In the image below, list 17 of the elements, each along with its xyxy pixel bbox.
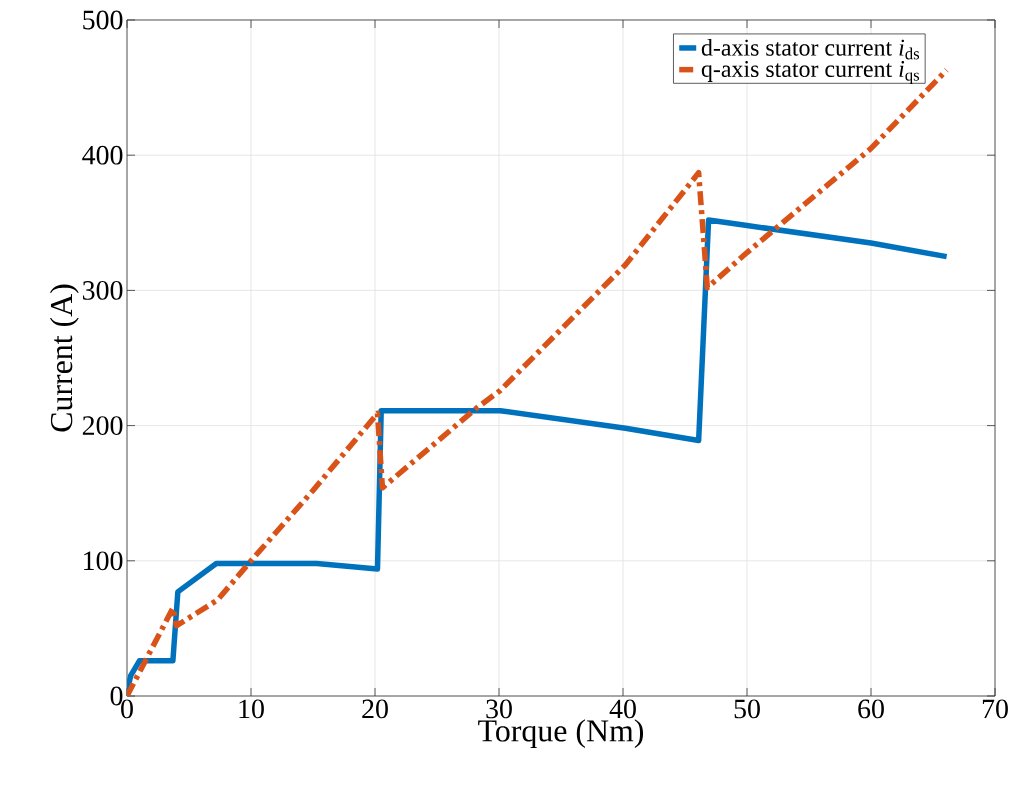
x-tick-label: 30 [486,699,512,719]
x-tick-label: 50 [734,699,760,719]
y-axis-title: Current (A) [49,284,79,432]
x-tick-label: 60 [858,699,884,719]
x-axis-title: Torque (Nm) [478,719,644,749]
y-tick-label: 400 [82,145,123,165]
y-tick-label: 500 [83,10,123,30]
y-tick-label: 100 [84,551,123,571]
legend-label: d-axis stator current i$_{ds}$ [701,38,920,60]
y-tick-label: 0 [110,686,123,706]
y-tick-label: 200 [82,416,123,435]
x-tick-label: 10 [239,699,264,719]
x-tick-label: 70 [982,699,1008,719]
y-tick-label: 300 [82,280,123,300]
x-tick-label: 20 [362,699,388,719]
x-tick-label: 40 [609,699,636,719]
legend-label: q-axis stator current i$_{qs}$ [701,60,920,85]
